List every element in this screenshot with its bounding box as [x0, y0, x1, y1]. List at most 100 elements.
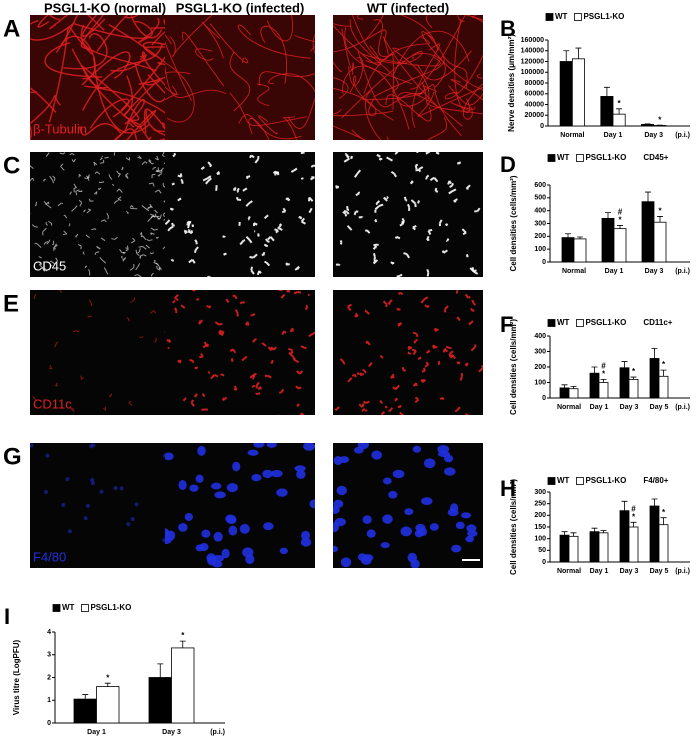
y-tick-label: 200 — [534, 364, 546, 371]
error-bar — [604, 87, 610, 96]
error-bar — [631, 522, 637, 527]
cell — [195, 367, 198, 368]
cell — [232, 462, 240, 471]
error-bar — [157, 664, 163, 678]
cell — [415, 524, 425, 532]
cell — [450, 503, 458, 512]
y-tick-label: 200 — [534, 233, 546, 240]
bar — [560, 535, 569, 562]
cell — [399, 293, 403, 294]
cell — [374, 253, 375, 260]
error-bar — [565, 234, 571, 238]
error-bar — [661, 370, 667, 376]
x-tick-label: Day 3 — [620, 568, 639, 575]
error-bar — [562, 385, 568, 388]
x-tick-label: Day 5 — [650, 404, 669, 411]
cell — [189, 485, 198, 492]
cell — [386, 406, 387, 408]
cell — [359, 217, 363, 218]
y-tick-label: 160000 — [521, 37, 544, 44]
image-label: F4/80 — [33, 549, 66, 564]
cell — [461, 512, 471, 518]
cell — [232, 358, 233, 361]
cell — [126, 522, 130, 526]
legend-label: PSGL1-KO — [585, 476, 626, 485]
panel-letter: E — [3, 290, 19, 317]
y-tick-label: 4 — [47, 629, 51, 636]
cell — [367, 529, 376, 537]
y-tick-label: 0 — [542, 259, 546, 266]
bar — [659, 376, 668, 398]
error-bar — [616, 109, 622, 114]
legend-swatch — [546, 14, 553, 21]
cell — [90, 478, 94, 482]
cell — [178, 523, 188, 532]
micrograph — [160, 441, 319, 568]
cell — [418, 201, 419, 204]
cell — [424, 458, 435, 468]
significance-marker: * — [106, 673, 110, 682]
panel-letter: C — [3, 152, 20, 179]
error-bar — [592, 367, 598, 373]
cell — [336, 265, 340, 266]
significance-marker: * — [658, 207, 662, 216]
cell — [457, 162, 460, 163]
bar — [629, 527, 638, 562]
panel-letter: I — [4, 604, 10, 629]
cell — [223, 236, 225, 237]
significance-marker: * — [662, 508, 666, 517]
cell — [438, 451, 450, 457]
cell — [278, 415, 279, 419]
cell — [227, 483, 238, 492]
y-tick-label: 140000 — [521, 48, 544, 55]
cell — [61, 503, 65, 507]
x-suffix: (p.i.) — [675, 568, 690, 575]
cell — [185, 513, 193, 521]
significance-marker: * — [618, 216, 622, 225]
bar — [602, 218, 614, 262]
cell — [330, 506, 340, 514]
bar — [642, 202, 654, 262]
cell — [335, 518, 346, 526]
cell — [253, 441, 264, 448]
column-header: WT (infected) — [367, 0, 449, 15]
cell — [279, 287, 286, 291]
significance-marker: * — [632, 367, 636, 376]
cell — [102, 156, 103, 157]
y-tick-label: 120000 — [521, 58, 544, 65]
x-tick-label: Normal — [562, 268, 586, 275]
y-tick-label: 0 — [540, 123, 544, 130]
bar — [613, 114, 625, 126]
y-tick-label: 300 — [534, 348, 546, 355]
y-tick-label: 80000 — [525, 80, 545, 87]
y-axis-label: Virus titre (LogPFU) — [12, 639, 21, 715]
cell — [400, 526, 411, 536]
cell — [310, 499, 319, 508]
y-tick-label: 300 — [534, 220, 546, 227]
micrograph — [165, 152, 316, 279]
significance-marker: * — [662, 360, 666, 369]
y-axis-label: Cell densities (cells/mm²) — [509, 175, 518, 271]
significance-marker: * — [632, 512, 636, 521]
cell — [99, 490, 103, 494]
legend-label: WT — [62, 603, 75, 612]
cell — [303, 442, 315, 451]
x-tick-label: Day 3 — [644, 132, 663, 139]
cell — [456, 522, 465, 529]
cell — [381, 542, 390, 548]
y-tick-label: 0 — [542, 395, 546, 402]
cell — [200, 543, 209, 551]
legend-swatch — [574, 14, 581, 21]
x-tick-label: Day 1 — [590, 568, 609, 575]
y-tick-label: 40000 — [525, 101, 545, 108]
cell — [224, 253, 227, 254]
x-tick-label: Day 5 — [650, 568, 669, 575]
cell — [388, 491, 397, 499]
cell — [335, 186, 338, 188]
error-bar — [657, 216, 663, 222]
cell — [347, 156, 349, 158]
cell — [258, 233, 259, 236]
panel-letter: D — [500, 152, 516, 177]
cell — [65, 477, 69, 481]
y-tick-label: 100 — [534, 246, 546, 253]
